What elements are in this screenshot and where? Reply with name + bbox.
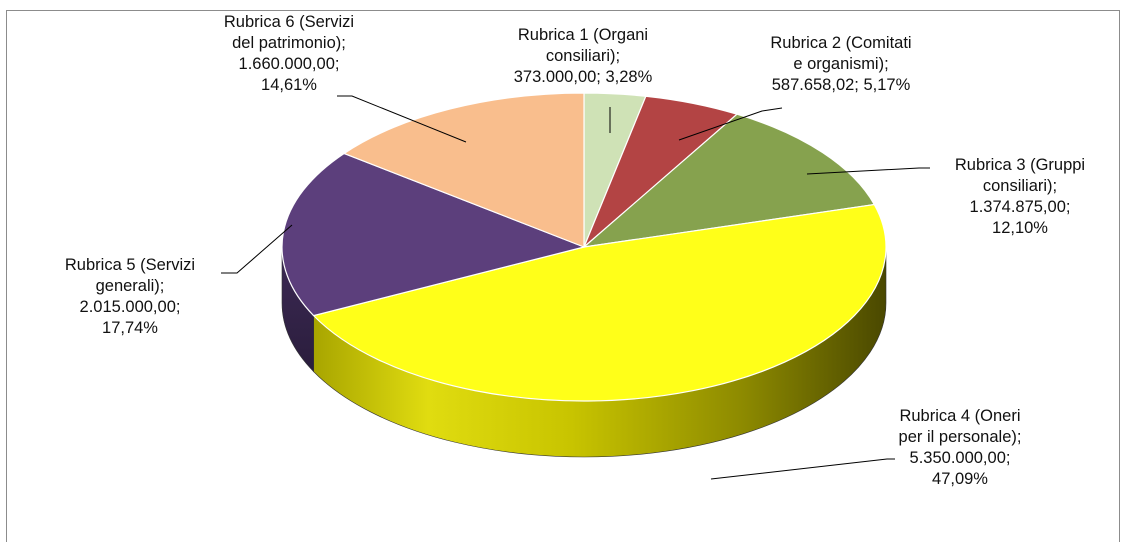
pie-slice-6[interactable] [342,92,585,248]
data-label-5-line-4: 17,74% [102,319,158,337]
leader-line-3 [806,167,930,175]
data-label-1-line-3: 373.000,00; 3,28% [514,68,653,86]
pie-slice-4[interactable] [312,203,887,402]
data-label-1-line-1: Rubrica 1 (Organi [518,26,648,44]
data-label-5: Rubrica 5 (Servizi generali); 2.015.000,00… [65,256,195,337]
leader-line-2 [678,107,783,141]
chart-frame: Rubrica 1 (Organi consiliari); 373.000,00;… [6,10,1120,542]
data-label-3-line-2: consiliari); [983,177,1057,195]
data-label-1: Rubrica 1 (Organi consiliari); 373.000,00;… [514,26,653,86]
leader-line-5 [221,224,293,274]
data-label-4: Rubrica 4 (Oneri per il personale); 5.350.… [899,407,1022,488]
data-label-2-line-2: e organismi); [793,55,888,73]
data-label-5-line-2: generali); [96,277,165,295]
data-label-5-line-3: 2.015.000,00; [80,298,181,316]
data-label-3: Rubrica 3 (Gruppi consiliari); 1.374.875,0… [955,156,1085,237]
data-label-3-line-3: 1.374.875,00; [970,198,1071,216]
pie-chart: Rubrica 1 (Organi consiliari); 373.000,00;… [65,13,1085,488]
data-label-6-line-1: Rubrica 6 (Servizi [224,13,354,31]
leader-line-4 [710,458,895,480]
data-label-3-line-1: Rubrica 3 (Gruppi [955,156,1085,174]
data-label-6-line-2: del patrimonio); [232,34,346,52]
data-label-6-line-4: 14,61% [261,76,317,94]
data-label-4-line-2: per il personale); [899,428,1022,446]
data-label-2-line-1: Rubrica 2 (Comitati [770,34,911,52]
data-label-4-line-3: 5.350.000,00; [910,449,1011,467]
data-label-3-line-4: 12,10% [992,219,1048,237]
data-label-2: Rubrica 2 (Comitati e organismi); 587.658,… [770,34,911,94]
data-label-1-line-2: consiliari); [546,47,620,65]
data-label-4-line-1: Rubrica 4 (Oneri [899,407,1020,425]
data-label-2-line-3: 587.658,02; 5,17% [772,76,911,94]
data-label-5-line-1: Rubrica 5 (Servizi [65,256,195,274]
pie-slice-3[interactable] [582,113,876,248]
data-label-4-line-4: 47,09% [932,470,988,488]
leader-line-6 [337,95,467,143]
data-label-6-line-3: 1.660.000,00; [239,55,340,73]
data-label-6: Rubrica 6 (Servizi del patrimonio); 1.660.… [224,13,354,94]
